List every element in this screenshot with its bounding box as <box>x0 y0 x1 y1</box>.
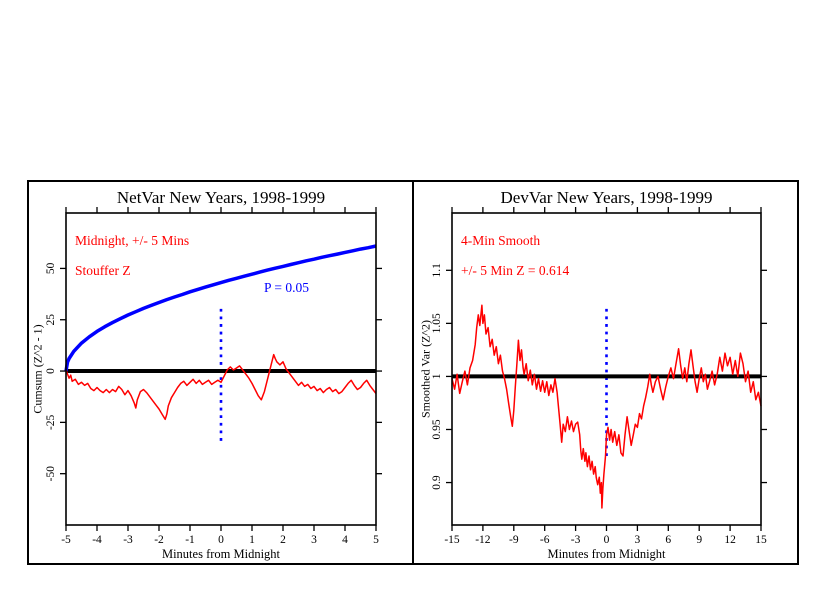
x-tick-label: -1 <box>185 534 195 546</box>
x-tick-label: 0 <box>218 534 224 546</box>
x-tick-label: 2 <box>280 534 286 546</box>
y-tick-label: 0.95 <box>431 419 443 439</box>
y-tick-label: -50 <box>45 466 57 482</box>
x-tick-label: -4 <box>92 534 102 546</box>
y-tick-label: 1.05 <box>431 313 443 333</box>
x-tick-label: 12 <box>724 534 736 546</box>
x-tick-label: 4 <box>342 534 348 546</box>
annotation-midnight-window: Midnight, +/- 5 Mins <box>75 233 190 248</box>
xaxis-label-left: Minutes from Midnight <box>161 547 281 561</box>
x-tick-label: -5 <box>61 534 71 546</box>
annotation-p-value: P = 0.05 <box>264 280 309 295</box>
x-tick-label: 6 <box>665 534 671 546</box>
y-tick-label: 50 <box>45 262 57 274</box>
series-p005-significance-threshold <box>64 244 377 372</box>
x-tick-label: -3 <box>123 534 133 546</box>
x-tick-label: 9 <box>696 534 702 546</box>
x-tick-label: -15 <box>444 534 460 546</box>
y-tick-label: 0 <box>45 368 57 374</box>
x-tick-label: -12 <box>475 534 491 546</box>
xaxis-label-right: Minutes from Midnight <box>547 547 666 561</box>
yaxis-label-left: Cumsum (Z^2 - 1) <box>30 324 45 414</box>
series-cumsum-z-data <box>65 353 377 421</box>
panel-divider <box>412 180 414 565</box>
plot-frame <box>65 212 377 526</box>
y-tick-label: -25 <box>45 414 57 430</box>
y-tick-label: 1 <box>431 373 443 379</box>
x-tick-label: 0 <box>604 534 610 546</box>
x-tick-label: -2 <box>154 534 164 546</box>
x-tick-label: 1 <box>249 534 255 546</box>
annotation-5min-z: +/- 5 Min Z = 0.614 <box>461 263 570 278</box>
x-tick-label: 15 <box>755 534 767 546</box>
y-tick-label: 1.1 <box>431 263 443 278</box>
x-tick-label: 3 <box>311 534 317 546</box>
chart-title-devvar: DevVar New Years, 1998-1999 <box>500 188 713 207</box>
chart-title-netvar: NetVar New Years, 1998-1999 <box>116 188 326 207</box>
x-tick-label: -9 <box>509 534 519 546</box>
series-smoothed-var-data <box>451 304 762 509</box>
annotation-stouffer-z: Stouffer Z <box>75 263 131 278</box>
y-tick-label: 0.9 <box>431 475 443 490</box>
annotation-4min-smooth: 4-Min Smooth <box>461 233 541 248</box>
yaxis-label-right: Smoothed Var (Z^2) <box>418 319 433 419</box>
x-tick-label: -6 <box>540 534 550 546</box>
x-tick-label: 3 <box>635 534 641 546</box>
plot-frame <box>451 212 762 526</box>
y-tick-label: 25 <box>45 314 57 326</box>
x-tick-label: 5 <box>373 534 379 546</box>
x-tick-label: -3 <box>571 534 581 546</box>
